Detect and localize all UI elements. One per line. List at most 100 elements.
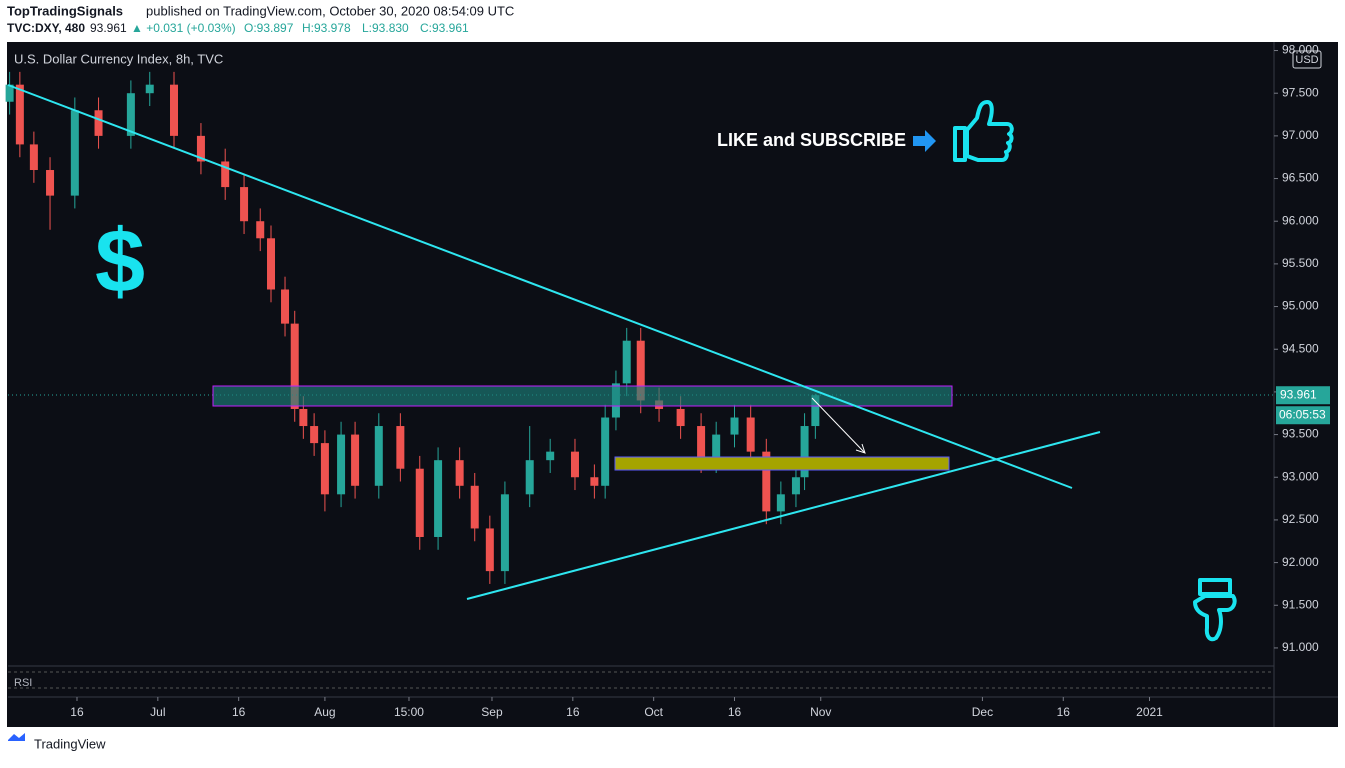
- y-tick-label: 93.000: [1282, 469, 1319, 483]
- x-tick-label: 2021: [1136, 705, 1163, 719]
- candle-body: [196, 135, 205, 162]
- chart-title: U.S. Dollar Currency Index, 8h, TVC: [14, 51, 223, 66]
- y-tick-label: 95.000: [1282, 299, 1319, 313]
- published: published on TradingView.com, October 30…: [146, 3, 514, 18]
- last-price-label: 93.961: [1280, 387, 1317, 401]
- candle-body: [145, 84, 154, 94]
- x-tick-label: 16: [566, 705, 580, 719]
- x-tick-label: 16: [232, 705, 246, 719]
- chart-panel: [7, 42, 1338, 727]
- candle-body: [290, 323, 299, 409]
- x-tick-label: Dec: [972, 705, 993, 719]
- y-tick-label: 95.500: [1282, 256, 1319, 270]
- resistance-zone: [212, 385, 953, 407]
- candle-body: [310, 426, 319, 444]
- x-tick-label: 16: [728, 705, 742, 719]
- candle-body: [762, 451, 771, 512]
- candle-body: [676, 408, 685, 427]
- candle-body: [800, 426, 809, 478]
- trendline: [466, 431, 1101, 600]
- countdown-box: [1276, 406, 1330, 425]
- open: O:93.897: [244, 21, 294, 35]
- support-zone: [614, 456, 950, 471]
- y-tick-label: 97.000: [1282, 128, 1319, 142]
- thumbs-up-icon: [953, 100, 1014, 162]
- candle-body: [697, 426, 706, 461]
- projection-arrow: [811, 397, 865, 453]
- high: H:93.978: [302, 21, 351, 35]
- candle-body: [299, 408, 308, 427]
- trendline: [7, 84, 1073, 489]
- candle-body: [267, 238, 276, 290]
- candle-body: [337, 434, 346, 495]
- candle-body: [5, 84, 14, 102]
- candle-body: [601, 417, 610, 486]
- candle-body: [29, 144, 38, 171]
- candle-body: [46, 170, 55, 196]
- cta: LIKE and SUBSCRIBE: [717, 130, 906, 150]
- y-tick-label: 91.000: [1282, 640, 1319, 654]
- brand: TradingView: [34, 736, 106, 751]
- y-tick-label: 92.000: [1282, 555, 1319, 569]
- x-tick-label: Oct: [644, 705, 663, 719]
- y-tick-label: 91.500: [1282, 597, 1319, 611]
- arrow-head: [855, 443, 866, 454]
- candle-body: [525, 460, 534, 495]
- marks: [5, 71, 820, 584]
- candle-body: [396, 426, 405, 469]
- change: ▲ +0.031 (+0.03%): [131, 21, 236, 35]
- brand-logo: [8, 733, 25, 741]
- y-tick-label: 97.500: [1282, 85, 1319, 99]
- candle-body: [320, 443, 329, 495]
- candle-body: [455, 460, 464, 486]
- y-tick-label: 96.000: [1282, 213, 1319, 227]
- candle-body: [776, 494, 785, 512]
- x-tick-label: Sep: [481, 705, 503, 719]
- candle-body: [240, 187, 249, 222]
- x-tick-label: 16: [1057, 705, 1071, 719]
- candle-body: [374, 426, 383, 486]
- author: TopTradingSignals: [7, 3, 123, 18]
- candle-body: [221, 161, 230, 188]
- x-tick-label: Nov: [810, 705, 831, 719]
- y-tick-label: 94.500: [1282, 341, 1319, 355]
- close: C:93.961: [420, 21, 469, 35]
- dollar-sign: $: [95, 212, 145, 312]
- candle-body: [15, 84, 24, 145]
- candle-body: [712, 434, 721, 461]
- candle-body: [636, 340, 645, 401]
- currency-box: [1292, 50, 1322, 69]
- y-tick-label: 92.500: [1282, 512, 1319, 526]
- candle-body: [622, 340, 631, 384]
- candle-body: [434, 460, 443, 537]
- candle-body: [590, 477, 599, 486]
- candle-body: [126, 93, 135, 136]
- candle-body: [70, 110, 79, 196]
- candle-body: [485, 528, 494, 572]
- x-tick-label: Jul: [150, 705, 165, 719]
- x-tick-label: Aug: [314, 705, 335, 719]
- symbol: TVC:DXY, 480: [7, 21, 85, 35]
- rsi-label: RSI: [14, 677, 32, 689]
- currency: USD: [1295, 54, 1318, 66]
- pointing-down-icon: [1193, 578, 1237, 642]
- x-tick-label: 16: [70, 705, 84, 719]
- last: 93.961: [90, 21, 127, 35]
- candle-body: [811, 395, 820, 427]
- candle-body: [546, 451, 555, 461]
- y-tick-label: 96.500: [1282, 171, 1319, 185]
- x-tick-label: 15:00: [394, 705, 424, 719]
- candle-body: [256, 221, 265, 239]
- candle-body: [351, 434, 360, 486]
- candle-body: [500, 494, 509, 572]
- candle-body: [570, 451, 579, 478]
- candle-body: [470, 485, 479, 529]
- y-tick-label: 93.500: [1282, 427, 1319, 441]
- y-tick-label: 98.000: [1282, 43, 1319, 57]
- last-price-box: [1276, 386, 1330, 405]
- low: L:93.830: [362, 21, 409, 35]
- candle-body: [730, 417, 739, 435]
- countdown: 06:05:53: [1279, 407, 1326, 421]
